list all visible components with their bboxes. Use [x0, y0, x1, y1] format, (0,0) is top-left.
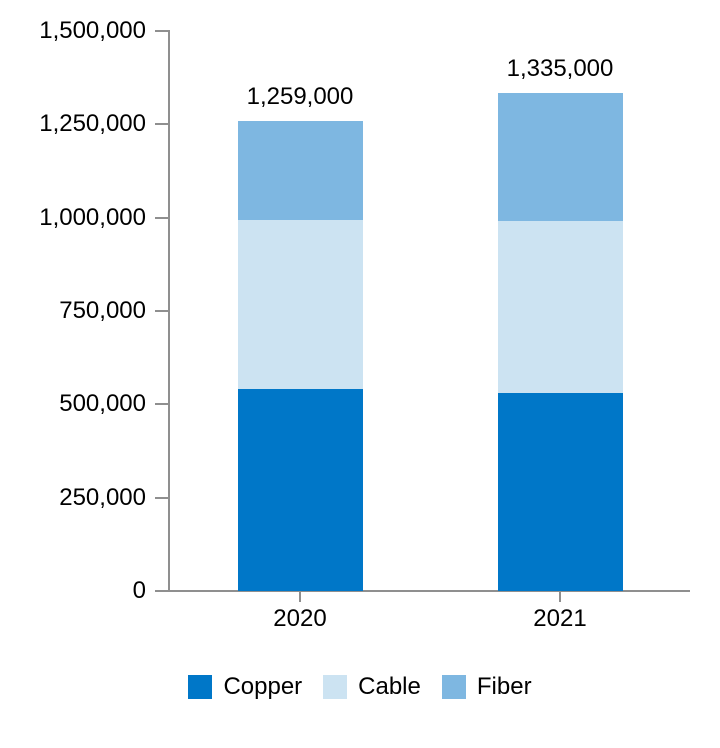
y-axis-tick	[155, 30, 168, 32]
legend-label: Fiber	[476, 673, 532, 700]
y-axis-tick	[155, 403, 168, 406]
legend-swatch-copper	[188, 675, 213, 699]
bar-segment-cable-2020	[237, 219, 363, 390]
x-axis-line	[157, 590, 690, 592]
y-axis-tick	[155, 590, 168, 592]
bar-segment-fiber-2020	[237, 120, 363, 220]
y-axis-line	[168, 30, 170, 592]
x-axis-category-label: 2021	[533, 605, 587, 632]
bar-total-label: 1,259,000	[246, 82, 354, 110]
y-axis-tick-label: 1,500,000	[39, 17, 146, 44]
bar-segment-fiber-2021	[497, 92, 623, 221]
y-axis-tick	[155, 123, 168, 126]
x-axis-category-label: 2020	[273, 605, 327, 632]
y-axis-tick-label: 1,000,000	[39, 203, 146, 231]
y-axis-tick	[155, 496, 168, 499]
legend: Copper Cable Fiber	[0, 673, 720, 701]
legend-label: Copper	[223, 673, 303, 700]
legend-item-cable: Cable	[323, 673, 421, 701]
legend-item-copper: Copper	[188, 673, 302, 701]
bar-segment-cable-2021	[497, 220, 623, 394]
y-axis-tick-label: 1,250,000	[39, 110, 146, 138]
bar-total-label: 1,335,000	[506, 54, 614, 82]
y-axis-tick-label: 250,000	[59, 483, 146, 511]
y-axis-tick-label: 750,000	[59, 297, 146, 324]
legend-swatch-fiber	[441, 675, 466, 699]
y-axis-tick	[155, 310, 168, 312]
y-axis-tick-label: 0	[132, 577, 146, 604]
legend-item-fiber: Fiber	[441, 673, 532, 701]
x-axis-tick	[559, 592, 561, 602]
y-axis-tick-label: 500,000	[59, 390, 146, 418]
x-axis-tick	[299, 592, 301, 602]
y-axis-tick	[155, 216, 168, 219]
legend-swatch-cable	[323, 675, 348, 699]
bar-segment-copper-2021	[497, 393, 623, 591]
legend-label: Cable	[358, 673, 421, 700]
bar-segment-copper-2020	[237, 389, 363, 591]
